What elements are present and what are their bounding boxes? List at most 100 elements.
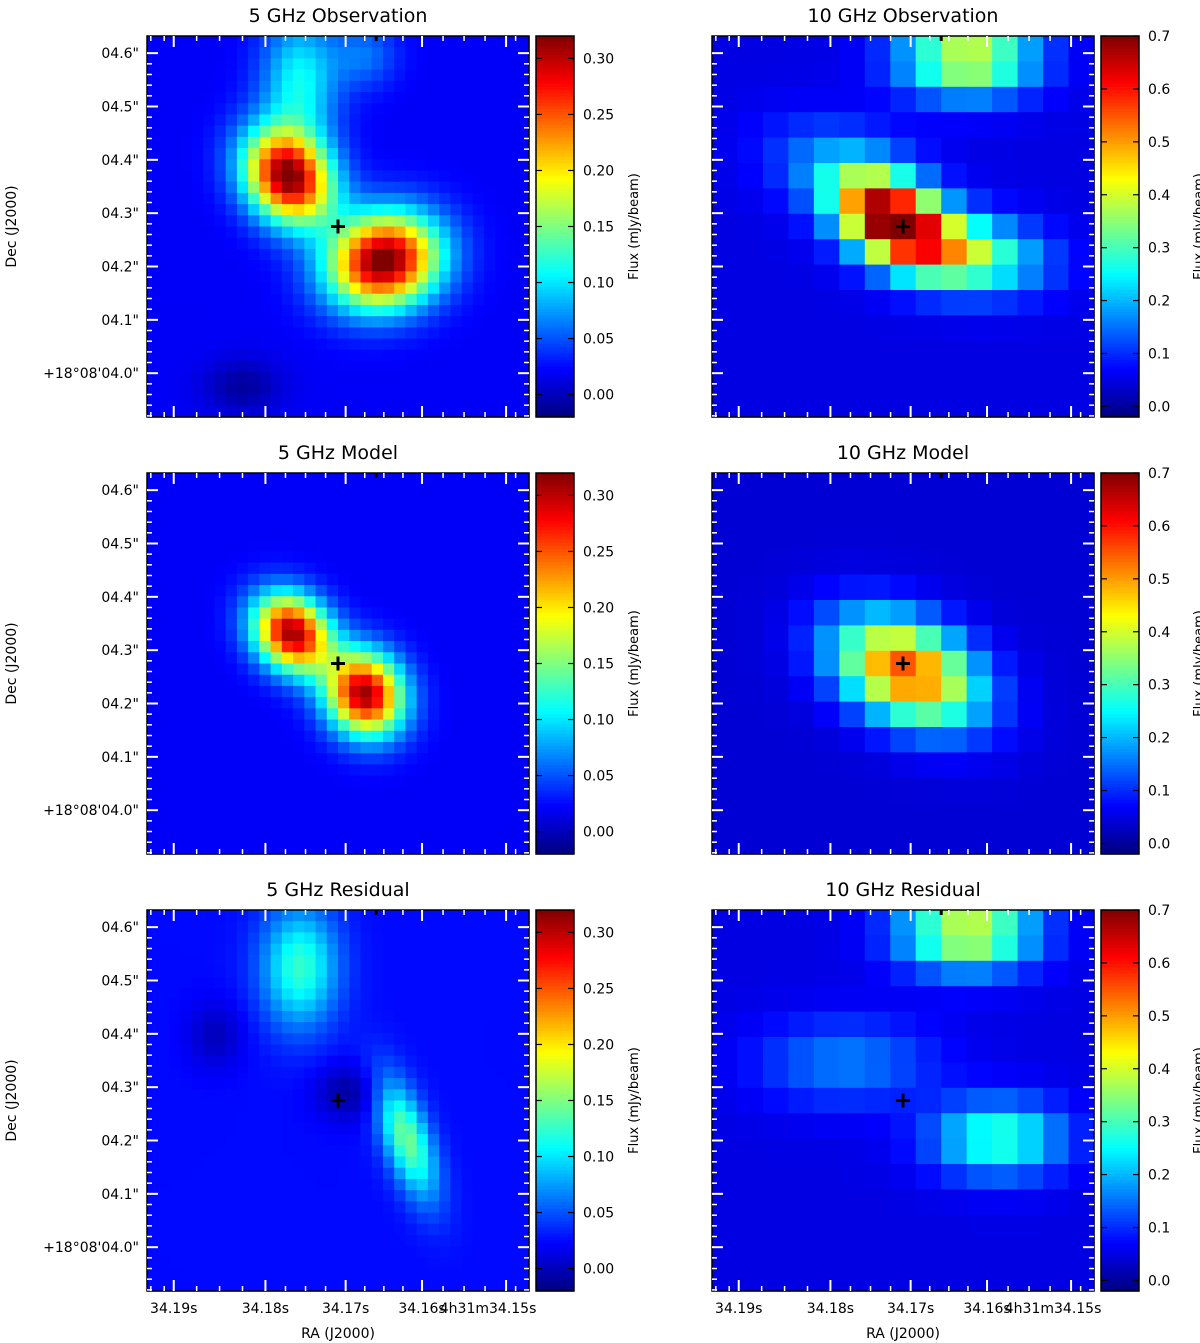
heatmap-cell <box>270 1145 283 1158</box>
heatmap-cell <box>270 966 283 978</box>
heatmap-cell <box>180 1201 193 1214</box>
heatmap-cell <box>416 394 429 407</box>
heatmap-cell <box>360 1033 373 1046</box>
heatmap-cell <box>472 103 485 116</box>
heatmap-cell <box>360 36 373 48</box>
heatmap-cell <box>326 1044 339 1057</box>
colorbar-segment <box>536 105 574 110</box>
heatmap-cell <box>360 932 373 945</box>
heatmap-cell <box>813 574 840 601</box>
heatmap-cell <box>349 529 362 541</box>
heatmap-cell <box>461 1190 474 1202</box>
colorbar-segment <box>1101 204 1139 209</box>
heatmap-cell <box>338 92 350 104</box>
colorbar-segment <box>536 590 574 595</box>
heatmap-cell <box>315 360 328 373</box>
heatmap-cell <box>191 338 204 351</box>
heatmap-cell <box>506 237 519 250</box>
heatmap-cell <box>147 641 159 653</box>
heatmap-cell <box>439 988 451 1001</box>
heatmap-cell <box>338 148 350 160</box>
heatmap-cell <box>169 92 182 104</box>
heatmap-cell <box>864 676 891 703</box>
heatmap-cell <box>225 237 238 250</box>
heatmap-cell <box>147 1201 159 1214</box>
heatmap-cell <box>158 360 171 373</box>
heatmap-cell <box>147 36 159 48</box>
colorbar-segment <box>536 660 574 665</box>
heatmap-cell <box>225 775 238 788</box>
colorbar-segment <box>536 638 574 642</box>
heatmap-cell <box>461 540 474 553</box>
heatmap-cell <box>281 629 294 642</box>
heatmap-cell <box>180 1234 193 1247</box>
heatmap-cell <box>293 954 305 967</box>
heatmap-cell <box>180 360 193 373</box>
heatmap-cell <box>472 338 485 351</box>
heatmap-cell <box>472 372 485 384</box>
heatmap-cell <box>371 260 384 272</box>
colorbar-segment <box>536 822 574 827</box>
heatmap-cell <box>191 170 204 183</box>
heatmap-cell <box>427 932 440 945</box>
heatmap-cell <box>270 1156 283 1169</box>
heatmap-cell <box>394 842 407 855</box>
heatmap-cell <box>382 1212 395 1225</box>
heatmap-cell <box>304 831 317 844</box>
heatmap-cell <box>371 663 384 676</box>
heatmap-cell <box>382 1066 395 1079</box>
heatmap-cell <box>169 282 182 295</box>
heatmap-cell <box>281 910 294 922</box>
colorbar-segment <box>536 51 574 56</box>
heatmap-cell <box>147 618 159 631</box>
heatmap-cell <box>864 701 891 728</box>
heatmap-cell <box>450 1033 463 1046</box>
colorbar-segment <box>536 701 574 706</box>
heatmap-cell <box>450 697 463 709</box>
heatmap-cell <box>158 551 171 564</box>
heatmap-cell <box>248 215 260 228</box>
heatmap-cell <box>461 663 474 676</box>
heatmap-cell <box>416 204 429 216</box>
heatmap-cell <box>450 820 463 833</box>
heatmap-cell <box>517 114 530 127</box>
heatmap-cell <box>439 517 451 530</box>
heatmap-cell <box>158 730 171 743</box>
colorbar-segment <box>1101 657 1139 661</box>
colorbar-segment <box>536 619 574 623</box>
heatmap-cell <box>147 58 159 71</box>
heatmap-cell <box>450 192 463 205</box>
colorbar-segment <box>1101 274 1139 278</box>
heatmap-cell <box>180 641 193 653</box>
heatmap-cell <box>416 977 429 990</box>
heatmap-cell <box>191 1167 204 1180</box>
heatmap-cell <box>382 1044 395 1057</box>
heatmap-cell <box>405 1044 418 1057</box>
heatmap-cell <box>338 170 350 183</box>
heatmap-cell <box>225 1223 238 1236</box>
heatmap-cell <box>248 1122 260 1135</box>
heatmap-cell <box>517 663 530 676</box>
heatmap-cell <box>169 562 182 575</box>
heatmap-cell <box>236 1201 249 1214</box>
colorbar-segment <box>536 204 574 209</box>
heatmap-cell <box>506 360 519 373</box>
heatmap-cell <box>439 226 451 239</box>
heatmap-cell <box>203 383 216 396</box>
heatmap-cell <box>338 394 350 407</box>
heatmap-cell <box>864 366 891 393</box>
heatmap-cell <box>338 495 350 508</box>
heatmap-cell <box>326 327 339 340</box>
heatmap-cell <box>788 213 815 240</box>
heatmap-cell <box>839 188 866 215</box>
heatmap-cell <box>326 741 339 754</box>
colorbar-segment <box>1101 673 1139 677</box>
heatmap-cell <box>225 215 238 228</box>
heatmap-cell <box>439 708 451 721</box>
heatmap-cell <box>495 988 508 1001</box>
heatmap-cell <box>992 163 1019 189</box>
heatmap-cell <box>517 741 530 754</box>
heatmap-cell <box>349 730 362 743</box>
heatmap-cell <box>405 708 418 721</box>
heatmap-cell <box>293 148 305 160</box>
